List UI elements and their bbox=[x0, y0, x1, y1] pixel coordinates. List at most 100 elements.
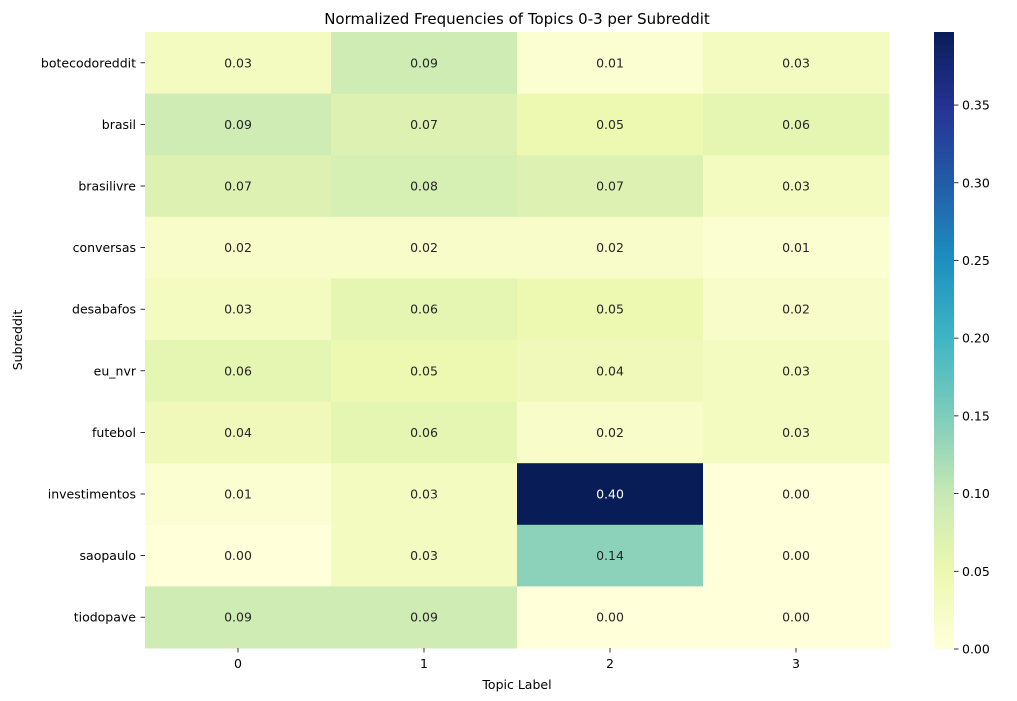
cell-value-label: 0.07 bbox=[224, 179, 252, 194]
cell-value-label: 0.09 bbox=[224, 117, 252, 132]
heatmap-cell bbox=[517, 586, 704, 649]
cell-value-label: 0.03 bbox=[224, 302, 252, 317]
y-tick-label: brasil bbox=[102, 117, 136, 132]
colorbar-tick-label: 0.20 bbox=[962, 331, 990, 346]
heatmap-cell bbox=[703, 463, 890, 526]
heatmap-cell bbox=[703, 586, 890, 649]
chart-title: Normalized Frequencies of Topics 0-3 per… bbox=[324, 10, 710, 28]
cell-value-label: 0.00 bbox=[782, 487, 810, 502]
y-axis: botecodoreddit brasil brasilivre conversas d… bbox=[41, 55, 145, 625]
heatmap-cell bbox=[703, 401, 890, 464]
cell-value-label: 0.03 bbox=[782, 425, 810, 440]
y-tick-label: tiodopave bbox=[74, 610, 137, 625]
cell-value-label: 0.40 bbox=[596, 487, 624, 502]
cell-value-label: 0.09 bbox=[410, 610, 438, 625]
cell-value-label: 0.02 bbox=[224, 240, 252, 255]
y-tick-label: eu_nvr bbox=[94, 363, 137, 378]
colorbar-tick-label: 0.25 bbox=[962, 253, 990, 268]
heatmap-cell bbox=[517, 93, 704, 156]
colorbar bbox=[934, 32, 954, 649]
heatmap-cell bbox=[145, 32, 332, 95]
heatmap-cell bbox=[331, 216, 518, 279]
cell-value-label: 0.01 bbox=[782, 240, 810, 255]
cell-value-label: 0.07 bbox=[410, 117, 438, 132]
heatmap-cell bbox=[703, 93, 890, 156]
heatmap-cell bbox=[703, 155, 890, 218]
cell-value-label: 0.09 bbox=[410, 55, 438, 70]
heatmap-cell bbox=[331, 463, 518, 526]
heatmap-cell bbox=[331, 32, 518, 95]
cell-value-label: 0.00 bbox=[782, 610, 810, 625]
y-tick-label: brasilivre bbox=[78, 179, 136, 194]
heatmap-cell bbox=[145, 524, 332, 587]
cell-value-label: 0.02 bbox=[596, 240, 624, 255]
heatmap-cell bbox=[145, 586, 332, 649]
heatmap-cell bbox=[145, 340, 332, 403]
heatmap-cell bbox=[145, 216, 332, 279]
colorbar-axis: 0.00 0.05 0.10 0.15 0.20 0.25 0.30 0.35 bbox=[954, 98, 990, 657]
cell-value-label: 0.01 bbox=[224, 487, 252, 502]
colorbar-tick-label: 0.15 bbox=[962, 408, 990, 423]
cell-value-label: 0.05 bbox=[410, 363, 438, 378]
cell-value-label: 0.14 bbox=[596, 548, 624, 563]
y-axis-label: Subreddit bbox=[10, 310, 25, 371]
cell-value-label: 0.01 bbox=[596, 55, 624, 70]
heatmap-cell bbox=[331, 401, 518, 464]
heatmap-cell bbox=[145, 463, 332, 526]
heatmap-cell bbox=[703, 524, 890, 587]
x-tick-label: 3 bbox=[792, 656, 800, 671]
heatmap-cell bbox=[517, 155, 704, 218]
cell-value-label: 0.02 bbox=[782, 302, 810, 317]
cell-value-label: 0.06 bbox=[410, 302, 438, 317]
heatmap-cell bbox=[517, 524, 704, 587]
cell-value-label: 0.03 bbox=[782, 363, 810, 378]
heatmap-cell bbox=[145, 278, 332, 341]
heatmap-cell bbox=[331, 586, 518, 649]
heatmap-cell bbox=[331, 340, 518, 403]
y-tick-label: investimentos bbox=[48, 487, 136, 502]
y-tick-label: saopaulo bbox=[80, 548, 136, 563]
cell-value-label: 0.05 bbox=[596, 302, 624, 317]
y-tick-label: futebol bbox=[92, 425, 136, 440]
x-tick-label: 2 bbox=[606, 656, 614, 671]
heatmap-cell bbox=[331, 155, 518, 218]
heatmap-cell bbox=[517, 401, 704, 464]
y-tick-label: conversas bbox=[73, 240, 136, 255]
cell-value-label: 0.06 bbox=[224, 363, 252, 378]
heatmap-cell bbox=[517, 463, 704, 526]
cell-value-label: 0.03 bbox=[224, 55, 252, 70]
x-axis-label: Topic Label bbox=[481, 677, 551, 692]
cell-value-label: 0.03 bbox=[782, 179, 810, 194]
cell-value-label: 0.04 bbox=[224, 425, 252, 440]
heatmap-cell bbox=[145, 401, 332, 464]
heatmap-cell bbox=[517, 216, 704, 279]
cell-value-label: 0.02 bbox=[596, 425, 624, 440]
y-tick-label: botecodoreddit bbox=[41, 55, 136, 70]
x-axis: 0 1 2 3 bbox=[234, 648, 800, 671]
cell-value-label: 0.05 bbox=[596, 117, 624, 132]
cell-value-label: 0.09 bbox=[224, 610, 252, 625]
colorbar-tick-label: 0.00 bbox=[962, 642, 990, 657]
heatmap-cell bbox=[517, 32, 704, 95]
heatmap-cell bbox=[703, 32, 890, 95]
cell-value-label: 0.03 bbox=[782, 55, 810, 70]
x-tick-label: 0 bbox=[234, 656, 242, 671]
cell-value-label: 0.03 bbox=[410, 548, 438, 563]
colorbar-tick-label: 0.10 bbox=[962, 486, 990, 501]
colorbar-tick-label: 0.05 bbox=[962, 564, 990, 579]
heatmap-cell bbox=[703, 278, 890, 341]
y-tick-label: desabafos bbox=[72, 302, 136, 317]
heatmap-cell bbox=[517, 340, 704, 403]
heatmap-cell bbox=[703, 340, 890, 403]
heatmap-cell bbox=[331, 93, 518, 156]
cell-value-label: 0.00 bbox=[596, 610, 624, 625]
heatmap-cell bbox=[145, 93, 332, 156]
colorbar-tick-label: 0.30 bbox=[962, 175, 990, 190]
cell-value-label: 0.00 bbox=[224, 548, 252, 563]
colorbar-tick-label: 0.35 bbox=[962, 98, 990, 113]
x-tick-label: 1 bbox=[420, 656, 428, 671]
cell-value-label: 0.04 bbox=[596, 363, 624, 378]
heatmap-cell bbox=[331, 278, 518, 341]
cell-value-label: 0.03 bbox=[410, 487, 438, 502]
